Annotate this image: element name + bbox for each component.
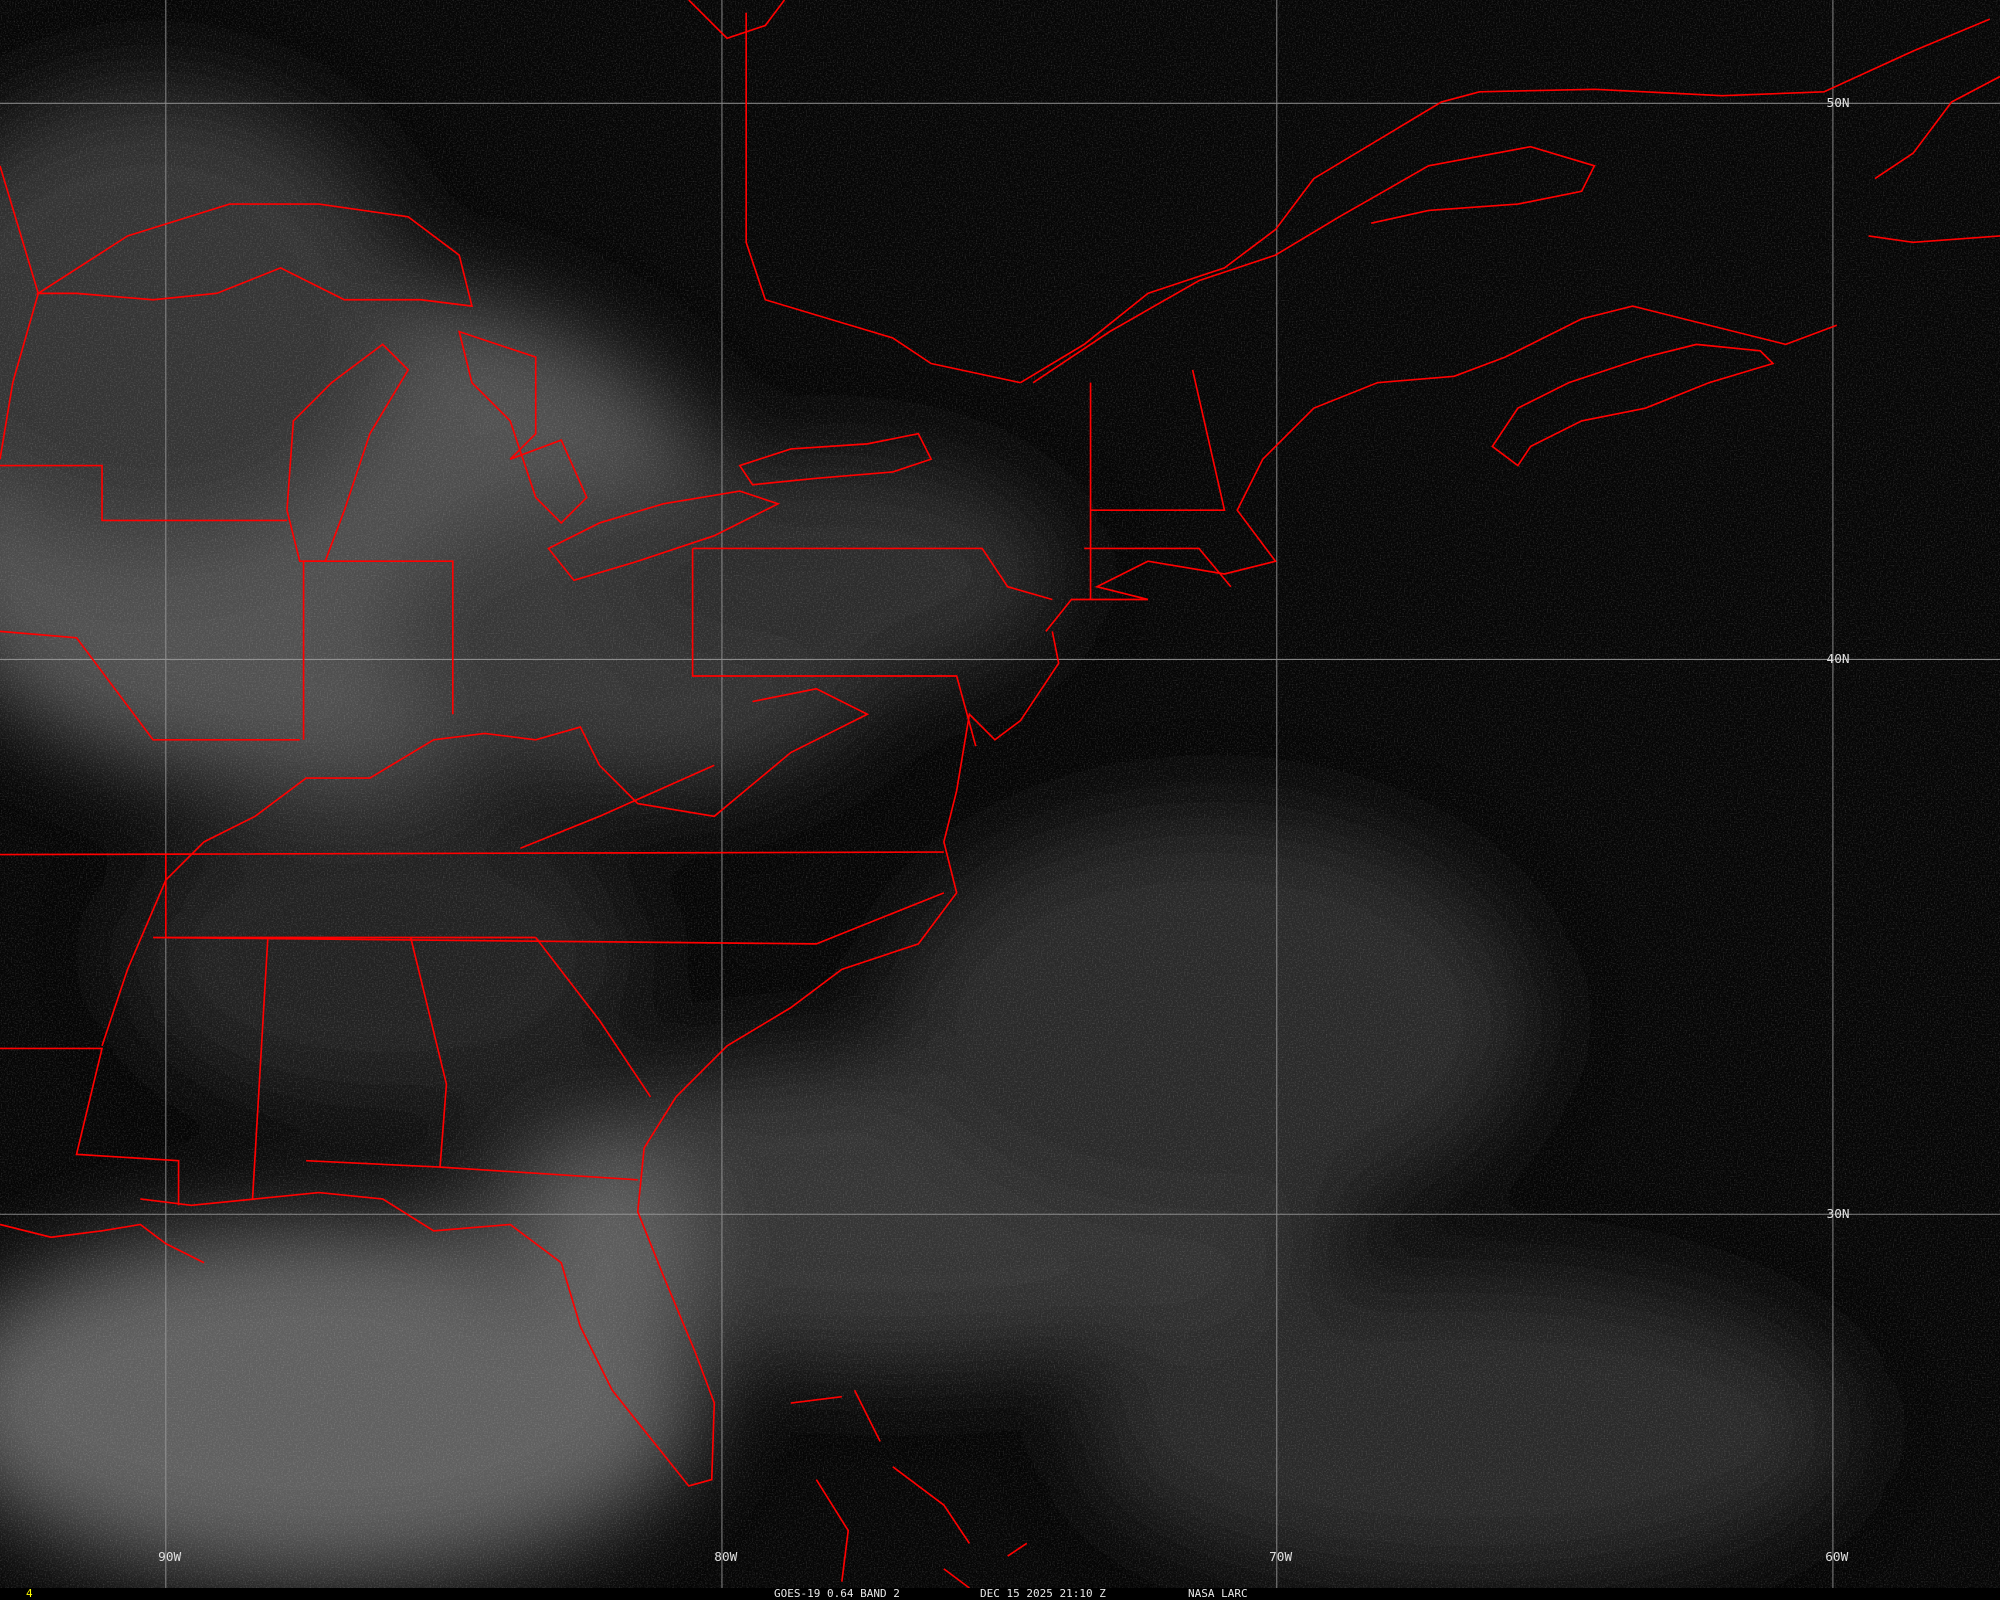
nova-scotia xyxy=(1491,343,1775,467)
lon-label: 90W xyxy=(158,1550,181,1565)
datetime-label: DEC 15 2025 21:10 Z xyxy=(980,1587,1106,1600)
lat-label: 30N xyxy=(1827,1207,1850,1222)
lake-erie xyxy=(547,490,781,582)
lat-label: 50N xyxy=(1827,96,1850,111)
ontario-border xyxy=(688,0,1021,384)
lon-label: 80W xyxy=(714,1550,737,1565)
grid-labels: 90W 80W 70W 60W 50N 40N 30N xyxy=(158,96,1849,1565)
east-coast-outline xyxy=(140,305,1838,1487)
lon-label: 70W xyxy=(1269,1550,1292,1565)
gulf-coast-west xyxy=(0,1223,205,1264)
caption-bar: 4 GOES-19 0.64 BAND 2 DEC 15 2025 21:10 … xyxy=(0,1588,2000,1600)
lake-michigan xyxy=(286,343,410,563)
source-label: NASA LARC xyxy=(1188,1587,1248,1600)
newfoundland xyxy=(1868,75,2000,244)
lon-label: 60W xyxy=(1825,1550,1848,1565)
product-label: GOES-19 0.64 BAND 2 xyxy=(774,1587,900,1600)
lake-superior xyxy=(35,203,474,308)
state-lines xyxy=(0,165,1232,1206)
st-lawrence xyxy=(1032,145,1596,384)
lake-ontario xyxy=(738,432,933,486)
lat-label: 40N xyxy=(1827,652,1850,667)
bahamas-cuba xyxy=(790,1389,1028,1588)
lake-huron xyxy=(458,330,588,525)
frame-indicator: 4 xyxy=(26,1587,33,1600)
canada-coast xyxy=(1019,18,1991,384)
